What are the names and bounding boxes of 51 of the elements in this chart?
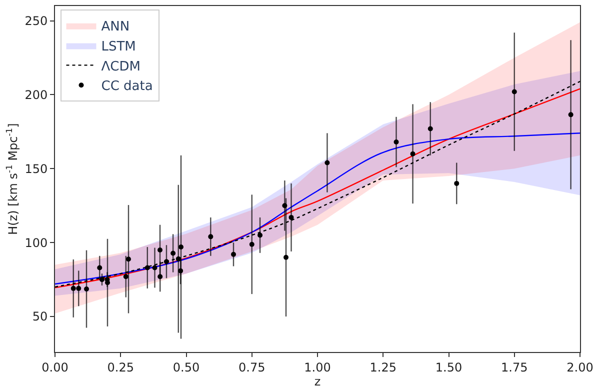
point <box>454 180 460 186</box>
x-axis-title: z <box>314 374 321 388</box>
x-tick-label: 1.00 <box>304 360 331 374</box>
point <box>231 252 236 257</box>
point <box>76 286 82 291</box>
point <box>394 140 399 145</box>
point <box>282 203 288 208</box>
point <box>249 242 254 247</box>
point <box>123 274 128 280</box>
x-tick-label: 1.25 <box>370 360 396 374</box>
point <box>70 286 76 291</box>
legend-label: LSTM <box>101 39 136 54</box>
point <box>284 254 288 260</box>
x-tick-label: 2.00 <box>566 360 594 374</box>
legend-label: ΛCDM <box>101 59 140 74</box>
point <box>144 265 150 270</box>
point <box>97 265 102 270</box>
line-series <box>55 132 580 285</box>
legend-label: ANN <box>101 19 130 34</box>
x-tick-label: 1.50 <box>435 360 462 374</box>
point <box>512 89 517 94</box>
point <box>428 126 433 132</box>
point <box>258 232 263 238</box>
point <box>84 286 89 292</box>
point <box>170 250 176 256</box>
point <box>158 247 162 252</box>
point <box>324 160 330 166</box>
point <box>105 280 110 286</box>
x-tick-label: 0.75 <box>238 360 266 374</box>
y-tick-label: 150 <box>24 162 48 176</box>
x-tick-label: 0.00 <box>42 360 68 374</box>
point <box>176 256 181 262</box>
y-tick-label: 50 <box>32 310 48 324</box>
point <box>152 265 158 270</box>
x-tick-label: 0.25 <box>107 360 134 374</box>
point <box>288 214 294 220</box>
legend-label: CC data <box>101 79 153 94</box>
y-tick-label: 100 <box>24 236 48 250</box>
point <box>158 274 163 280</box>
point <box>568 112 574 118</box>
y-tick-label: 250 <box>24 14 48 28</box>
y-tick-label: 200 <box>24 88 48 102</box>
point <box>178 244 184 250</box>
point <box>126 256 131 262</box>
x-tick-label: 1.75 <box>501 360 528 374</box>
point <box>410 151 416 156</box>
point <box>178 268 184 274</box>
point <box>99 277 104 282</box>
point <box>164 259 169 264</box>
x-tick-label: 0.50 <box>172 360 200 374</box>
point <box>208 234 214 240</box>
